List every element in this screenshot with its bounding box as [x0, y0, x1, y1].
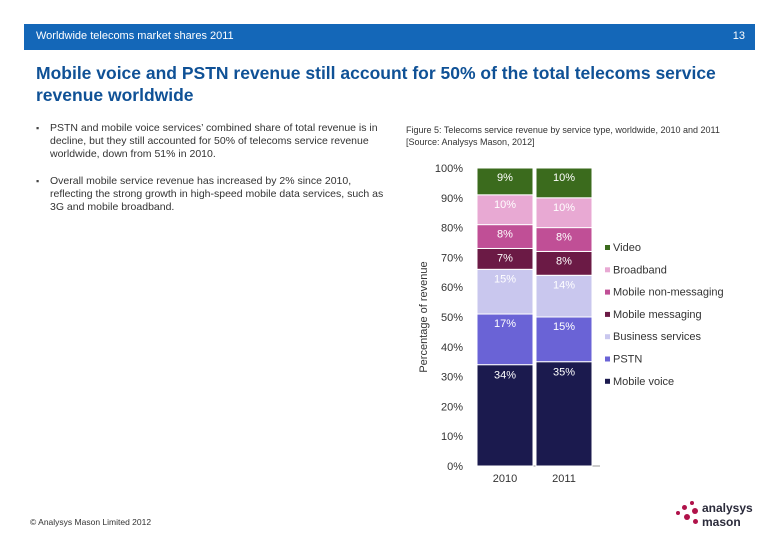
- header-bar: Worldwide telecoms market shares 2011 13: [24, 24, 755, 50]
- bar-segment: [535, 197, 593, 229]
- bar-segment: [476, 364, 534, 467]
- bar-segment: [476, 313, 534, 366]
- logo-dot: [692, 508, 698, 514]
- logo-dot: [676, 511, 680, 515]
- logo-word-2: mason: [702, 515, 741, 529]
- logo-dot: [684, 514, 690, 520]
- y-tick-label: 30%: [441, 372, 463, 384]
- data-label: 8%: [556, 255, 572, 267]
- legend-label: Mobile voice: [613, 376, 674, 388]
- bullet-item: ▪ PSTN and mobile voice services’ combin…: [36, 122, 386, 161]
- bullet-list: ▪ PSTN and mobile voice services’ combin…: [36, 122, 386, 228]
- analysys-mason-logo: analysys mason: [672, 497, 762, 533]
- legend-swatch: [605, 311, 610, 317]
- data-label: 10%: [494, 199, 516, 211]
- data-label: 9%: [497, 172, 513, 184]
- logo-word-1: analysys: [702, 501, 753, 515]
- copyright-footer: © Analysys Mason Limited 2012: [30, 517, 152, 527]
- y-tick-label: 0%: [447, 461, 463, 473]
- data-label: 8%: [497, 229, 513, 241]
- legend-swatch: [605, 245, 610, 250]
- x-tick-label: 2011: [552, 473, 576, 485]
- y-axis-title: Percentage of revenue: [418, 261, 430, 372]
- data-label: 14%: [553, 279, 575, 291]
- y-tick-label: 40%: [441, 342, 463, 354]
- logo-dot: [682, 505, 687, 510]
- figure-caption: Figure 5: Telecoms service revenue by se…: [406, 125, 720, 147]
- data-label: 35%: [553, 367, 575, 379]
- legend-label: Mobile non-messaging: [613, 287, 724, 299]
- data-label: 15%: [553, 321, 575, 333]
- logo-dot: [693, 519, 698, 524]
- bullet-square-icon: ▪: [36, 123, 40, 133]
- data-label: 34%: [494, 370, 516, 382]
- bullet-text: Overall mobile service revenue has incre…: [50, 175, 384, 213]
- legend-label: Mobile messaging: [613, 309, 702, 321]
- y-tick-label: 50%: [441, 312, 463, 324]
- bullet-text: PSTN and mobile voice services’ combined…: [50, 122, 378, 160]
- legend-label: Broadband: [613, 264, 667, 276]
- y-tick-label: 60%: [441, 282, 463, 294]
- page-number: 13: [732, 30, 745, 42]
- bar-segment: [535, 274, 593, 318]
- slide-title: Mobile voice and PSTN revenue still acco…: [36, 63, 716, 105]
- bar-segment: [535, 316, 593, 363]
- legend-swatch: [605, 267, 610, 273]
- y-tick-label: 20%: [441, 401, 463, 413]
- data-label: 7%: [497, 252, 513, 264]
- bar-segment: [535, 167, 593, 199]
- legend-swatch: [605, 289, 610, 295]
- header-title: Worldwide telecoms market shares 2011: [36, 30, 234, 42]
- logo-dot: [690, 501, 694, 505]
- y-tick-label: 100%: [435, 163, 463, 175]
- x-tick-label: 2010: [493, 473, 517, 485]
- legend-label: Business services: [613, 331, 702, 343]
- bar-segment: [476, 167, 534, 196]
- legend-swatch: [605, 334, 610, 340]
- data-label: 8%: [556, 232, 572, 244]
- legend-swatch: [605, 356, 610, 362]
- y-tick-label: 80%: [441, 223, 463, 235]
- legend-label: PSTN: [613, 354, 642, 366]
- data-label: 10%: [553, 202, 575, 214]
- y-tick-label: 90%: [441, 193, 463, 205]
- bullet-square-icon: ▪: [36, 176, 40, 186]
- bullet-item: ▪ Overall mobile service revenue has inc…: [36, 175, 386, 214]
- legend-swatch: [605, 378, 610, 384]
- bar-segment: [476, 194, 534, 226]
- stacked-bar-chart: 0% 10% 20% 30% 40% 50% 60% 70% 80% 90% 100% Percent…: [418, 163, 724, 485]
- data-label: 15%: [494, 273, 516, 285]
- y-tick-label: 70%: [441, 252, 463, 264]
- data-label: 17%: [494, 318, 516, 330]
- legend-label: Video: [613, 242, 641, 254]
- data-label: 10%: [553, 172, 575, 184]
- y-tick-label: 10%: [441, 431, 463, 443]
- bar-segment: [535, 361, 593, 467]
